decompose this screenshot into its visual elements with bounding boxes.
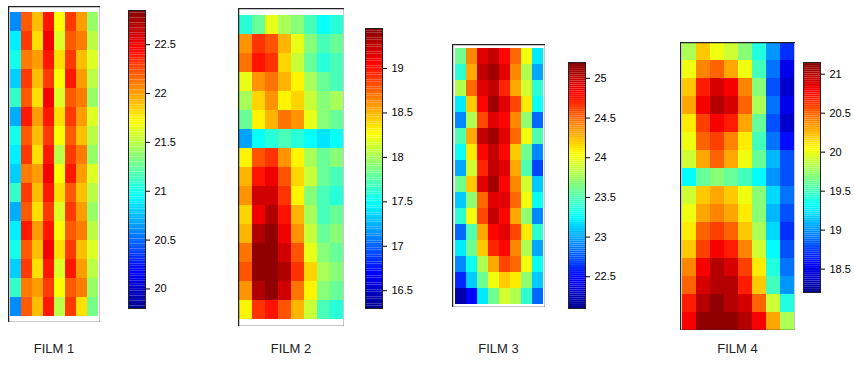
svg-text:19: 19 — [830, 224, 842, 236]
svg-text:22.5: 22.5 — [595, 270, 616, 282]
svg-text:20.5: 20.5 — [830, 107, 851, 119]
svg-text:25: 25 — [595, 72, 607, 84]
html-text:FILM 2: FILM 2 — [270, 341, 312, 356]
svg-text:20: 20 — [155, 282, 167, 294]
svg-text:22: 22 — [155, 87, 167, 99]
svg-text:20: 20 — [830, 146, 842, 158]
svg-text:23.5: 23.5 — [595, 191, 616, 203]
svg-text:17: 17 — [392, 240, 404, 252]
svg-text:16.5: 16.5 — [392, 284, 413, 296]
svg-text:21.5: 21.5 — [155, 136, 176, 148]
svg-text:21: 21 — [830, 68, 842, 80]
svg-text:19.5: 19.5 — [830, 185, 851, 197]
svg-text:18.5: 18.5 — [830, 263, 851, 275]
svg-text:20.5: 20.5 — [155, 234, 176, 246]
svg-text:21: 21 — [155, 185, 167, 197]
svg-text:18.5: 18.5 — [392, 106, 413, 118]
svg-text:18: 18 — [392, 151, 404, 163]
svg-text:22.5: 22.5 — [155, 38, 176, 50]
html-text:FILM 3: FILM 3 — [478, 341, 519, 356]
svg-text:24: 24 — [595, 151, 607, 163]
html-text:FILM 1: FILM 1 — [33, 341, 75, 356]
html-text:FILM 4: FILM 4 — [717, 341, 758, 356]
svg-text:19: 19 — [392, 62, 404, 74]
svg-text:24.5: 24.5 — [595, 112, 616, 124]
svg-text:23: 23 — [595, 231, 607, 243]
svg-text:17.5: 17.5 — [392, 195, 413, 207]
